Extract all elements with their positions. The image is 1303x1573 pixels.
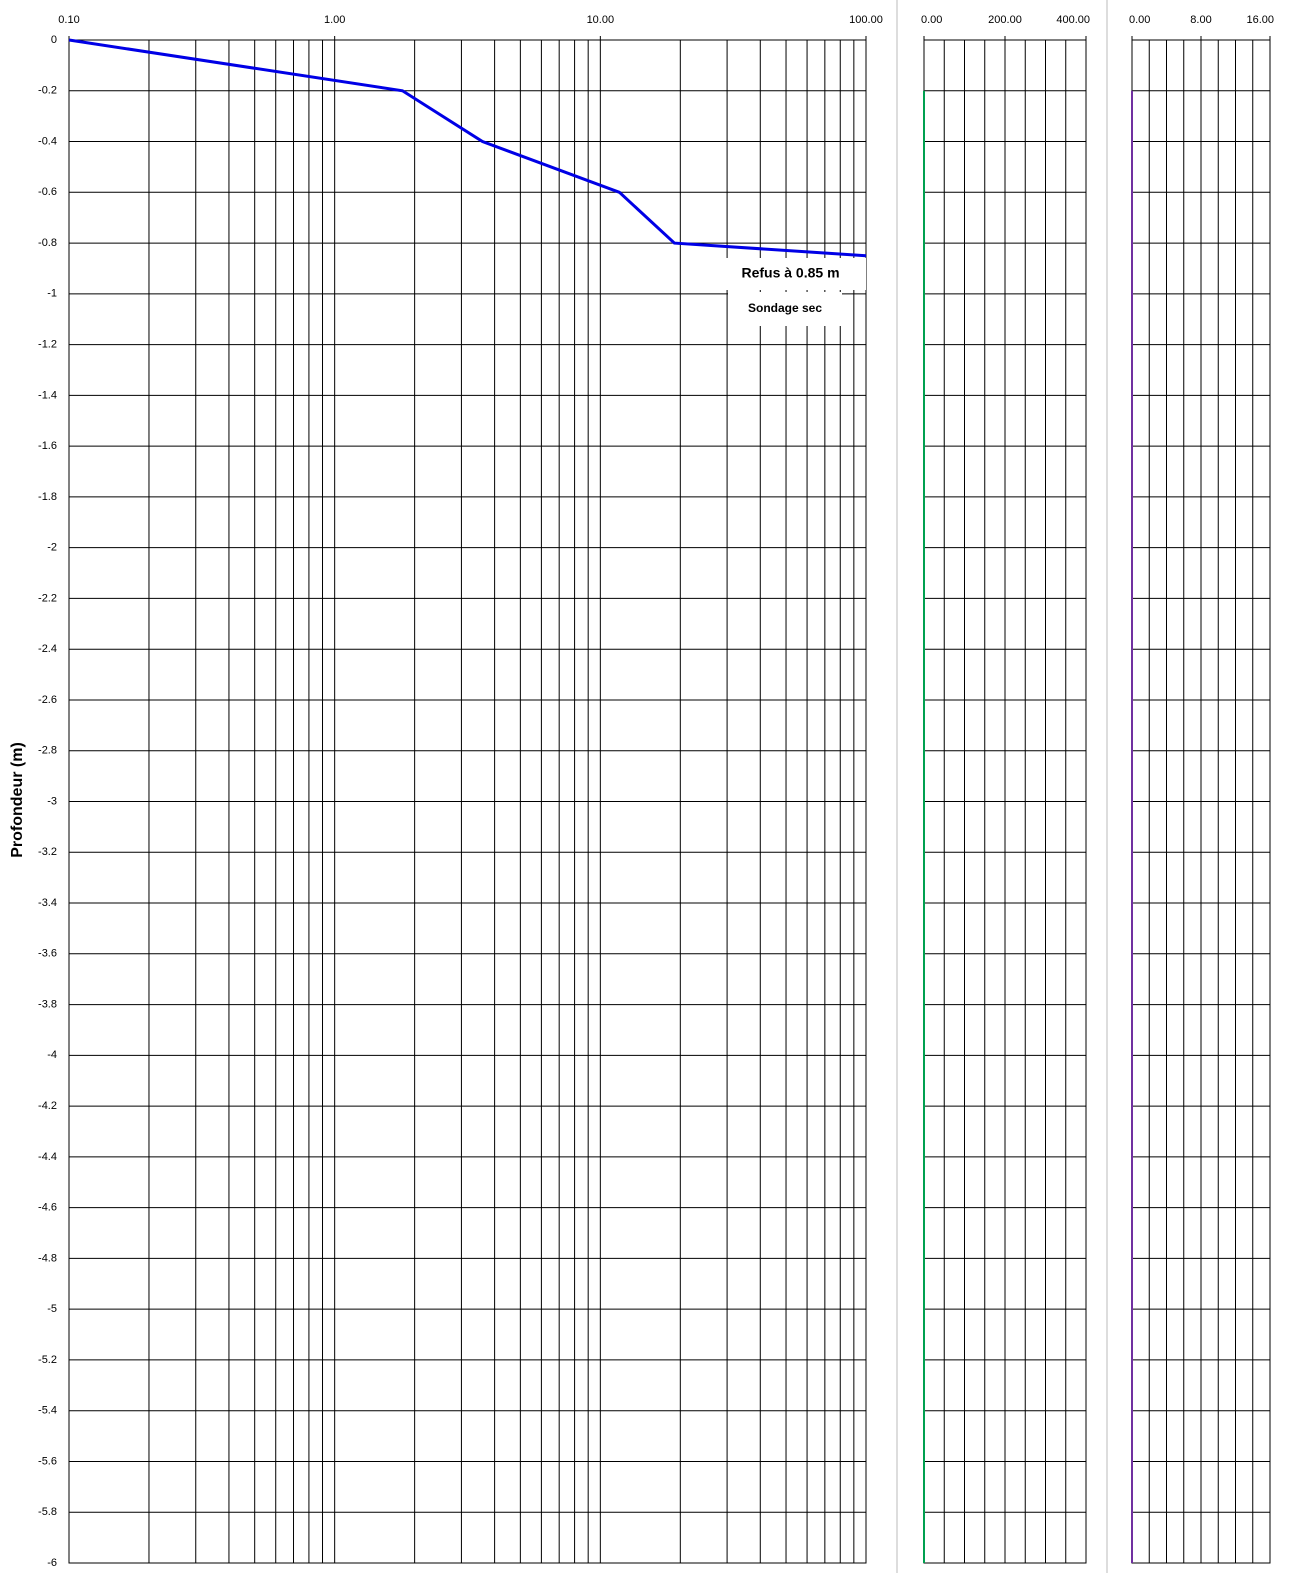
x-tick-label: 100.00 <box>849 14 883 26</box>
plot-border <box>68 39 867 1564</box>
x-tick-label: 16.00 <box>1246 14 1274 26</box>
y-tick-label: -4.4 <box>38 1151 57 1163</box>
y-tick-label: -2 <box>47 542 57 554</box>
y-tick-label: -3.2 <box>38 846 57 858</box>
x-tick-label: 0.00 <box>1129 14 1150 26</box>
y-tick-label: -1.6 <box>38 440 57 452</box>
y-tick-label: -3.8 <box>38 998 57 1010</box>
y-tick-label: -4 <box>47 1049 57 1061</box>
y-tick-label: -0.6 <box>38 186 57 198</box>
x-tick-label: 8.00 <box>1190 14 1211 26</box>
y-tick-label: -1.8 <box>38 491 57 503</box>
y-tick-label: -3 <box>47 795 57 807</box>
y-tick-label: -5.6 <box>38 1455 57 1467</box>
y-tick-label: -4.2 <box>38 1100 57 1112</box>
y-tick-label: -2.8 <box>38 745 57 757</box>
y-axis-title: Profondeur (m) <box>9 742 26 858</box>
x-tick-label: 1.00 <box>324 14 345 26</box>
y-tick-label: 0 <box>51 34 57 46</box>
y-tick-label: -5.8 <box>38 1506 57 1518</box>
series-line <box>68 38 867 258</box>
y-tick-label: -3.6 <box>38 948 57 960</box>
y-tick-label: -1.4 <box>38 389 57 401</box>
y-tick-label: -4.8 <box>38 1252 57 1264</box>
y-tick-label: -0.8 <box>38 237 57 249</box>
x-tick-label: 400.00 <box>1056 14 1090 26</box>
y-tick-label: -0.4 <box>38 135 57 147</box>
y-tick-label: -4.6 <box>38 1202 57 1214</box>
y-tick-label: -5.2 <box>38 1354 57 1366</box>
annotation: Refus à 0.85 m <box>741 265 839 281</box>
y-tick-label: -2.2 <box>38 592 57 604</box>
annotation: Sondage sec <box>748 301 822 315</box>
y-tick-label: -1.2 <box>38 339 57 351</box>
annotation-box <box>715 258 866 290</box>
y-tick-label: -2.6 <box>38 694 57 706</box>
y-tick-label: -5 <box>47 1303 57 1315</box>
x-tick-label: 0.00 <box>921 14 942 26</box>
x-tick-label: 10.00 <box>587 14 615 26</box>
y-tick-label: -6 <box>47 1557 57 1569</box>
x-tick-label: 200.00 <box>988 14 1022 26</box>
y-tick-label: -1 <box>47 288 57 300</box>
annotation-box <box>728 292 842 326</box>
y-tick-label: -0.2 <box>38 85 57 97</box>
y-tick-label: -2.4 <box>38 643 57 655</box>
x-tick-label: 0.10 <box>58 14 79 26</box>
y-tick-label: -3.4 <box>38 897 57 909</box>
y-tick-label: -5.4 <box>38 1405 57 1417</box>
